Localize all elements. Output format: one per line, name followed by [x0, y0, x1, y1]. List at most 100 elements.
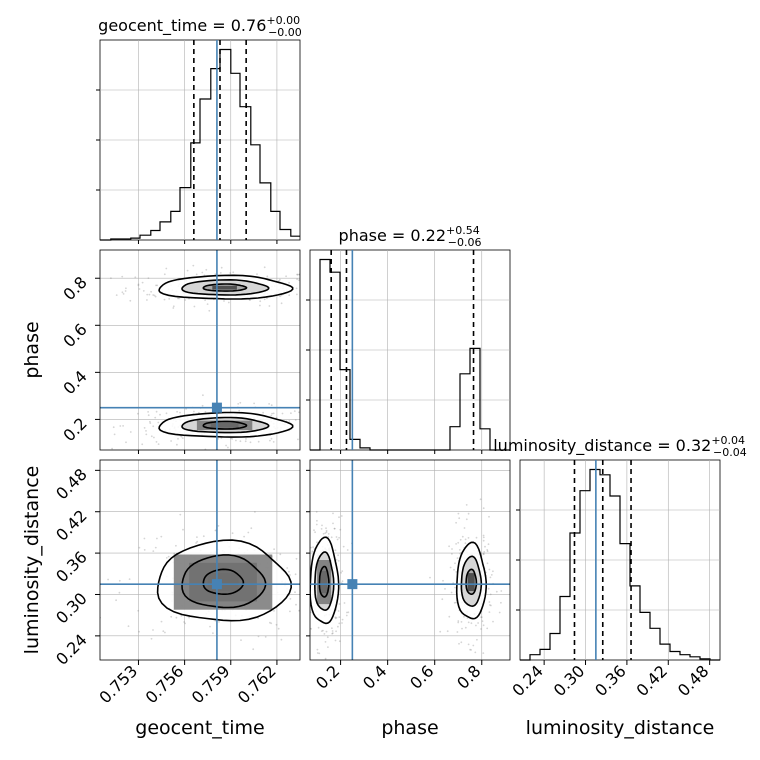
sample-point — [201, 404, 204, 407]
sample-point — [198, 411, 200, 414]
sample-point — [288, 420, 291, 422]
sample-point — [270, 437, 273, 440]
sample-point — [296, 293, 298, 296]
sample-point — [486, 627, 489, 630]
sample-point — [134, 276, 137, 279]
sample-point — [474, 651, 477, 654]
sample-point — [146, 299, 148, 301]
panel-phase-vs-luminosity_distance — [303, 459, 511, 661]
sample-point — [180, 435, 183, 438]
sample-point — [204, 299, 207, 302]
contour-line — [202, 420, 248, 430]
sample-point — [492, 570, 494, 573]
sample-point — [296, 273, 299, 276]
sample-point — [214, 273, 217, 276]
sample-point — [138, 288, 141, 290]
sample-point — [488, 611, 491, 613]
sample-point — [92, 549, 94, 551]
sample-point — [249, 441, 252, 444]
sample-point — [225, 444, 228, 447]
sample-point — [304, 423, 306, 425]
sample-point — [455, 521, 457, 524]
sample-point — [338, 516, 340, 519]
sample-point — [465, 518, 468, 521]
sample-point — [303, 583, 305, 585]
sample-point — [458, 642, 460, 645]
sample-point — [253, 402, 256, 405]
contour-line — [202, 283, 248, 292]
sample-point — [310, 627, 313, 630]
y-tick-label: 0.24 — [52, 630, 91, 669]
sample-point — [483, 551, 486, 553]
sample-point — [441, 598, 444, 601]
sample-point — [118, 591, 121, 594]
sample-point — [331, 627, 333, 630]
sample-point — [477, 622, 479, 624]
contour-line — [318, 565, 330, 598]
sample-point — [316, 652, 319, 654]
sample-point — [337, 560, 340, 562]
sample-point — [294, 591, 296, 594]
sample-point — [250, 527, 253, 530]
sample-point — [152, 550, 155, 552]
sample-point — [173, 552, 176, 555]
y-tick-label: 0.2 — [59, 414, 90, 445]
x-tick-label: 0.756 — [142, 661, 188, 707]
sample-point — [331, 632, 334, 634]
sample-point — [119, 425, 122, 427]
sample-point — [327, 533, 330, 535]
sample-point — [159, 413, 161, 416]
sample-point — [154, 416, 157, 419]
sample-point — [237, 403, 240, 405]
panel-geocent_time-vs-phase — [82, 249, 306, 451]
histogram-line-luminosity_distance — [520, 468, 720, 661]
sample-point — [345, 614, 348, 617]
x-tick-label: 0.762 — [234, 661, 280, 707]
y-tick-label: 0.4 — [59, 367, 90, 398]
sample-point — [325, 529, 328, 532]
sample-point — [327, 535, 330, 538]
density-core — [467, 573, 475, 591]
sample-point — [288, 294, 291, 297]
sample-point — [305, 531, 307, 533]
density-core — [212, 285, 237, 290]
contour-line — [181, 554, 267, 609]
sample-point — [449, 566, 452, 569]
sample-point — [335, 536, 338, 538]
sample-point — [459, 552, 462, 555]
sample-point — [482, 652, 485, 654]
sample-point — [457, 620, 460, 622]
sample-point — [165, 412, 168, 415]
sample-point — [303, 556, 305, 558]
sample-point — [281, 412, 284, 415]
sample-point — [227, 446, 229, 449]
sample-point — [489, 593, 492, 596]
sample-point — [272, 412, 275, 415]
sample-point — [263, 266, 266, 269]
sample-point — [488, 568, 491, 571]
sample-point — [172, 307, 175, 309]
sample-point — [448, 615, 451, 618]
contour-line — [460, 555, 483, 608]
sample-point — [335, 616, 338, 619]
sample-point — [320, 630, 323, 632]
sample-point — [195, 542, 198, 544]
sample-point — [314, 531, 316, 534]
sample-point — [252, 648, 255, 651]
sample-point — [429, 576, 431, 579]
sample-point — [149, 420, 151, 423]
sample-point — [257, 617, 259, 620]
sample-point — [455, 571, 458, 573]
x-tick-label: 0.6 — [406, 661, 437, 692]
sample-point — [323, 520, 325, 522]
sample-point — [202, 535, 205, 538]
sample-point — [464, 542, 467, 545]
sample-point — [82, 415, 84, 417]
sample-point — [305, 580, 307, 582]
sample-point — [125, 441, 127, 444]
truth-marker — [211, 402, 222, 413]
sample-point — [220, 266, 223, 269]
sample-point — [129, 431, 132, 433]
sample-point — [172, 305, 175, 308]
sample-point — [288, 570, 290, 573]
